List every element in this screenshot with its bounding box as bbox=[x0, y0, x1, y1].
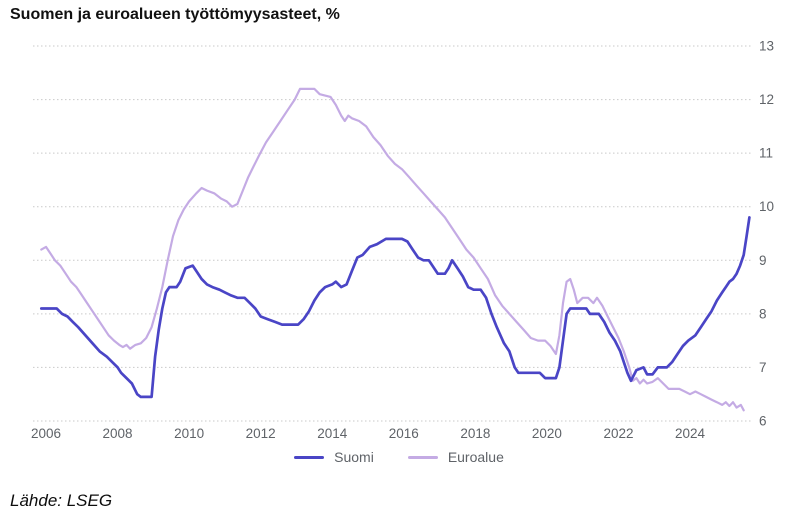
svg-text:2016: 2016 bbox=[389, 426, 419, 441]
svg-text:10: 10 bbox=[759, 199, 774, 214]
legend-item-euroalue: Euroalue bbox=[407, 449, 504, 465]
svg-text:2022: 2022 bbox=[603, 426, 633, 441]
legend-label-suomi: Suomi bbox=[334, 449, 374, 465]
svg-text:2018: 2018 bbox=[460, 426, 490, 441]
svg-text:2008: 2008 bbox=[103, 426, 133, 441]
line-chart: 6 7 8 9 10 11 12 13 2006 2008 2010 2012 2014 2016 2018… bbox=[31, 39, 774, 442]
euroalue-line-swatch bbox=[407, 455, 438, 459]
legend: Suomi Euroalue bbox=[0, 449, 798, 465]
svg-text:12: 12 bbox=[759, 92, 774, 107]
svg-text:7: 7 bbox=[759, 360, 767, 375]
svg-text:2010: 2010 bbox=[174, 426, 204, 441]
svg-text:2012: 2012 bbox=[246, 426, 276, 441]
svg-text:2020: 2020 bbox=[532, 426, 562, 441]
svg-text:11: 11 bbox=[759, 146, 773, 161]
svg-text:2014: 2014 bbox=[317, 426, 348, 441]
suomi-line-swatch bbox=[294, 455, 325, 459]
source-note: Lähde: LSEG bbox=[10, 491, 113, 510]
page-title: Suomen ja euroalueen työttömyysasteet, % bbox=[10, 6, 340, 23]
svg-text:9: 9 bbox=[759, 253, 767, 268]
svg-text:8: 8 bbox=[759, 306, 767, 321]
svg-text:13: 13 bbox=[759, 39, 774, 54]
svg-text:2024: 2024 bbox=[675, 426, 706, 441]
legend-item-suomi: Suomi bbox=[294, 449, 374, 465]
svg-text:6: 6 bbox=[759, 413, 767, 428]
svg-text:2006: 2006 bbox=[31, 426, 61, 441]
legend-label-euroalue: Euroalue bbox=[447, 449, 504, 465]
